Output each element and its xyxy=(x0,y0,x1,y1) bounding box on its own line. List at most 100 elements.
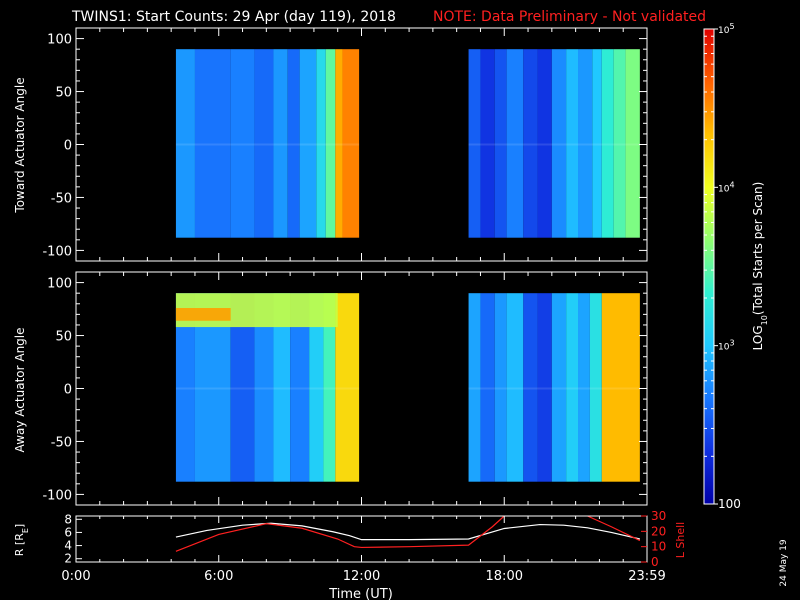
toward-heatmap-column xyxy=(566,49,579,238)
away-heatmap-column xyxy=(323,293,336,482)
time-tick-label: 23:59 xyxy=(628,569,665,584)
away-heatmap-column xyxy=(537,293,552,482)
toward-heatmap-column xyxy=(551,49,567,238)
toward-axis-ticks: 100 50 0 -50 -100 xyxy=(42,28,648,261)
colorbar-tick-exponent: 5 xyxy=(729,22,734,31)
radius-label-sub: E xyxy=(21,528,30,533)
toward-heatmap-column xyxy=(625,49,640,238)
away-heatmap-column xyxy=(589,293,602,482)
toward-heatmap-column xyxy=(335,49,343,238)
away-ytick-label: 50 xyxy=(55,330,72,345)
away-ytick-label: -100 xyxy=(42,488,72,503)
away-heatmap-column xyxy=(601,293,640,482)
time-tick-label: 12:00 xyxy=(343,569,380,584)
colorbar-tick-exponent: 4 xyxy=(729,180,734,189)
lshell-ytick-label: 10 xyxy=(651,540,666,554)
radius-ytick-label: 2 xyxy=(64,552,72,566)
away-y-axis-label: Away Actuator Angle xyxy=(13,327,27,452)
away-heatmap-column xyxy=(523,293,538,482)
away-panel: 100 50 0 -50 -100 Away Actuator Angle xyxy=(13,271,648,506)
lshell-axis-label: L Shell xyxy=(674,522,687,558)
lshell-series-line xyxy=(175,515,505,552)
colorbar-tick-exponent: 3 xyxy=(729,338,734,347)
toward-heatmap-column xyxy=(506,49,524,238)
toward-heatmap-column xyxy=(254,49,274,238)
time-tick-label: 6:00 xyxy=(204,569,233,584)
toward-ytick-label: -50 xyxy=(51,191,72,206)
away-ytick-label: 0 xyxy=(64,383,72,398)
away-heatmap-column xyxy=(230,293,255,482)
toward-heatmap-column xyxy=(613,49,626,238)
date-stamp: 24 May 19 xyxy=(779,539,789,587)
toward-ytick-label: 100 xyxy=(47,33,72,48)
radius-axis-label: R [RE] xyxy=(13,524,30,556)
lshell-series-line xyxy=(587,515,641,542)
radius-ytick-label: 8 xyxy=(64,512,72,526)
toward-heatmap-column xyxy=(480,49,495,238)
time-tick-label: 0:00 xyxy=(61,569,90,584)
toward-heatmap-column xyxy=(537,49,552,238)
colorbar-gradient xyxy=(704,29,714,504)
toward-heatmap-column xyxy=(194,49,231,238)
away-heatmap-column xyxy=(254,293,274,482)
toward-y-axis-label: Toward Actuator Angle xyxy=(13,77,27,213)
away-heatmap-column xyxy=(506,293,524,482)
toward-heatmap-column xyxy=(299,49,317,238)
away-heatmap-column xyxy=(273,293,291,482)
lshell-ytick-label: 0 xyxy=(651,555,659,569)
radius-ytick-label: 4 xyxy=(64,539,72,553)
away-ytick-label: -50 xyxy=(51,435,72,450)
toward-heatmap-column xyxy=(316,49,326,238)
toward-heatmap-column xyxy=(578,49,593,238)
away-axis-ticks: 100 50 0 -50 -100 xyxy=(42,272,648,505)
away-heatmap xyxy=(175,293,640,482)
radius-label-close: ] xyxy=(13,524,26,528)
time-tick-label: 18:00 xyxy=(486,569,523,584)
x-axis-label: Time (UT) xyxy=(328,587,393,600)
away-heatmap-column xyxy=(175,293,195,482)
away-heatmap-column xyxy=(494,293,507,482)
colorbar-tick-label: 100 xyxy=(718,497,741,511)
colorbar-label-sub: 10 xyxy=(760,315,769,325)
away-ytick-label: 100 xyxy=(47,277,72,292)
away-heatmap-band xyxy=(175,308,231,321)
colorbar-label-log: LOG xyxy=(751,325,765,350)
chart-title: TWINS1: Start Counts: 29 Apr (day 119), … xyxy=(71,9,396,25)
away-heatmap-column xyxy=(290,293,310,482)
colorbar-label-rest: (Total Starts per Scan) xyxy=(751,182,765,316)
away-zero-streak xyxy=(468,387,640,390)
toward-heatmap-column xyxy=(601,49,614,238)
toward-heatmap-column xyxy=(592,49,602,238)
toward-heatmap-column xyxy=(494,49,507,238)
radius-series-line xyxy=(175,522,640,541)
away-heatmap-column xyxy=(468,293,481,482)
away-heatmap-column xyxy=(335,293,360,482)
ephemeris-lines xyxy=(175,515,641,552)
toward-heatmap xyxy=(175,49,640,238)
toward-panel: 100 50 0 -50 -100 Toward Actuator Angle xyxy=(13,27,648,262)
away-heatmap-column xyxy=(578,293,590,482)
colorbar-label: LOG10(Total Starts per Scan) xyxy=(751,182,769,351)
toward-zero-streak xyxy=(468,143,640,146)
toward-heatmap-column xyxy=(325,49,336,238)
away-zero-streak xyxy=(175,387,360,390)
lshell-ytick-label: 20 xyxy=(651,524,666,538)
toward-heatmap-column xyxy=(175,49,195,238)
toward-heatmap-column xyxy=(342,49,360,238)
toward-zero-streak xyxy=(175,143,360,146)
away-heatmap-column xyxy=(309,293,324,482)
toward-heatmap-column xyxy=(230,49,255,238)
lshell-ytick-label: 30 xyxy=(651,509,666,523)
toward-heatmap-column xyxy=(468,49,481,238)
away-heatmap-column xyxy=(551,293,567,482)
radius-ytick-label: 6 xyxy=(64,525,72,539)
away-heatmap-column xyxy=(566,293,579,482)
radius-label-main: R [R xyxy=(13,533,26,556)
toward-ytick-label: -100 xyxy=(42,244,72,259)
toward-heatmap-column xyxy=(273,49,288,238)
away-heatmap-column xyxy=(480,293,495,482)
